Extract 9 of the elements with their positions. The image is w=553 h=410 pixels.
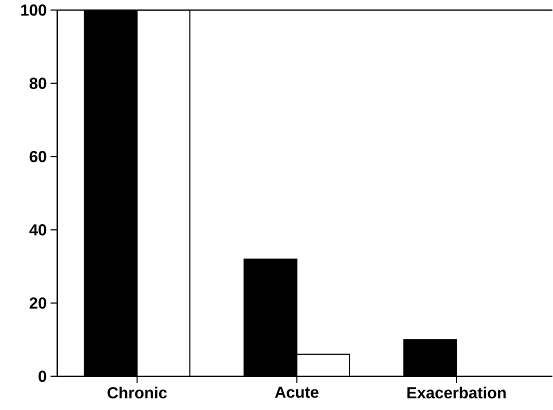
x-tick-label: Exacerbation bbox=[407, 386, 506, 399]
y-tick-label: 20 bbox=[30, 298, 46, 309]
y-tick-label: 40 bbox=[29, 224, 46, 236]
x-tick-label: Chronic bbox=[108, 386, 167, 399]
y-tick-label: 100 bbox=[21, 4, 46, 16]
y-tick-label: 80 bbox=[30, 78, 46, 90]
y-tick-label: 0 bbox=[38, 370, 46, 382]
y-tick-label: 60 bbox=[30, 151, 46, 162]
x-tick-label: Acute bbox=[275, 386, 318, 398]
